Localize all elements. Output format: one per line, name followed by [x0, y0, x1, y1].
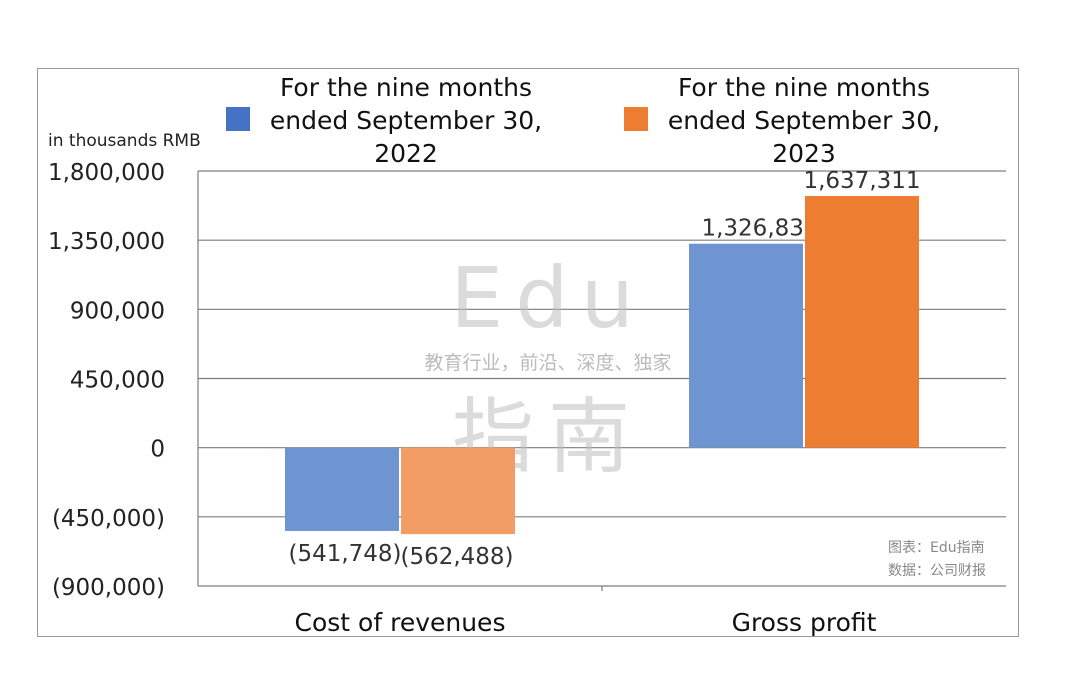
y-tick-label: 1,800,000 — [48, 160, 165, 186]
credit-chart-by: 图表：Edu指南 — [888, 540, 985, 556]
watermark-logo: Edu — [450, 249, 646, 347]
legend: For the nine months ended September 30, 20… — [226, 73, 940, 168]
chart-frame: Edu 教育行业，前沿、深度、独家 指南 (541,748) (562,488) 1… — [37, 68, 1019, 637]
y-tick-label: 0 — [150, 437, 165, 463]
legend-swatch — [624, 107, 648, 131]
legend-label: 2023 — [772, 139, 836, 168]
y-axis-label: in thousands RMB — [48, 131, 201, 151]
y-tick-label: 450,000 — [70, 368, 165, 394]
legend-swatch — [226, 107, 250, 131]
y-tick-label: 900,000 — [70, 298, 165, 324]
legend-label: For the nine months — [678, 73, 930, 102]
y-tick-label: (900,000) — [52, 575, 165, 601]
credit-data-source: 数据：公司财报 — [888, 563, 986, 579]
bar — [689, 243, 803, 448]
data-label: (562,488) — [400, 544, 513, 570]
bars: (541,748)(562,488) 1,326,835 1,637,311 — [285, 168, 921, 570]
data-label: 1,637,311 — [803, 168, 920, 194]
legend-label: For the nine months — [280, 73, 532, 102]
bar — [285, 447, 399, 531]
legend-label: 2022 — [374, 139, 438, 168]
y-tick-label: 1,350,000 — [48, 229, 165, 255]
bar — [805, 196, 919, 448]
x-category-label: Cost of revenues — [295, 608, 506, 637]
y-tick-label: (450,000) — [52, 506, 165, 532]
bar — [401, 447, 515, 535]
watermark: Edu 教育行业，前沿、深度、独家 指南 — [424, 249, 671, 485]
x-category-label: Gross profit — [732, 608, 877, 637]
bar-chart: Edu 教育行业，前沿、深度、独家 指南 (541,748)(562,488)1… — [48, 73, 1006, 637]
legend-label: ended September 30, — [270, 106, 542, 135]
data-label: 1,326,835 — [701, 216, 818, 242]
legend-label: ended September 30, — [668, 106, 940, 135]
data-label: (541,748) — [288, 541, 401, 567]
axes: 1,800,000 1,350,000 900,000 450,000 0 (450,00… — [48, 160, 1006, 637]
watermark-tagline: 教育行业，前沿、深度、独家 — [424, 352, 671, 374]
